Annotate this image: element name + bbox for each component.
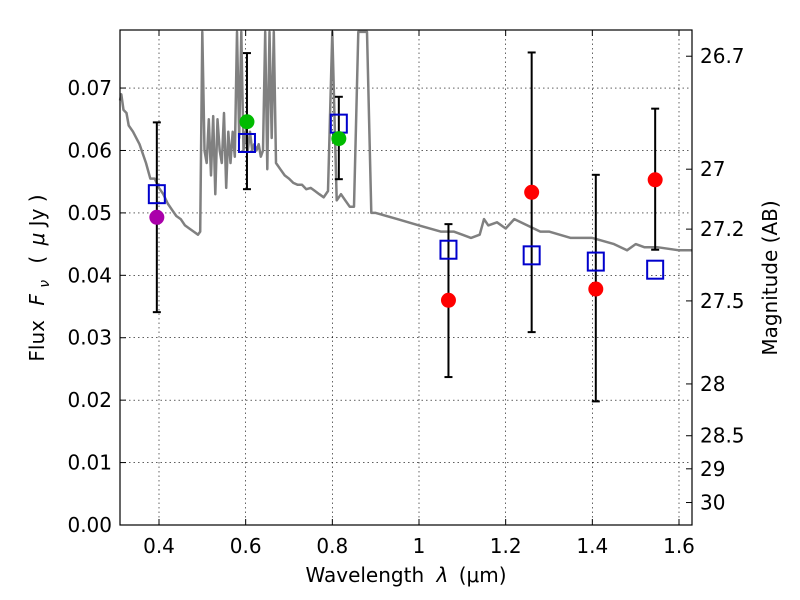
x-axis-label: Wavelength λ (μm) <box>305 563 506 587</box>
y2-tick-label: 27.2 <box>700 217 745 241</box>
y2-tick-label: 26.7 <box>700 44 745 68</box>
y-tick-label: 0.00 <box>67 513 112 537</box>
y2-axis-label: Magnitude (AB) <box>758 200 782 355</box>
error-bars <box>152 51 660 403</box>
x-tick-label: 1.2 <box>490 534 522 558</box>
y2-tick-label: 28.5 <box>700 424 745 448</box>
y-tick-label: 0.05 <box>67 201 112 225</box>
x-tick-label: 1 <box>413 534 426 558</box>
x-tick-label: 1.4 <box>576 534 608 558</box>
template-sed <box>118 30 692 252</box>
y2-tick-label: 29 <box>700 457 725 481</box>
photometry-point <box>331 131 347 147</box>
observed-photometry <box>149 114 663 308</box>
x-tick-label: 0.8 <box>316 534 348 558</box>
y-tick-label: 0.07 <box>67 76 112 100</box>
model-point <box>439 239 458 260</box>
y2-axis-ticks: 26.7 27 27.2 27.5 28 28.5 29 30 <box>686 44 745 515</box>
y-tick-label: 0.06 <box>67 138 112 162</box>
y-tick-label: 0.03 <box>67 326 112 350</box>
y-tick-label: 0.02 <box>67 388 112 412</box>
photometry-point <box>647 172 663 188</box>
photometry-point <box>239 114 255 130</box>
photometry-point <box>440 292 456 308</box>
model-point <box>522 245 541 266</box>
x-axis-ticks: 0.4 0.6 0.8 1 1.2 1.4 1.6 <box>143 30 695 558</box>
x-tick-label: 0.4 <box>143 534 175 558</box>
x-tick-label: 1.6 <box>663 534 695 558</box>
model-point <box>147 184 166 205</box>
photometry-point <box>588 281 604 297</box>
y2-tick-label: 28 <box>700 372 725 396</box>
x-tick-label: 0.6 <box>230 534 262 558</box>
model-point <box>646 259 665 280</box>
sed-line <box>118 30 692 252</box>
plot-frame <box>119 29 693 526</box>
model-point <box>237 132 256 153</box>
y-axis-label: Flux F ν ( μ Jy ) <box>25 194 54 361</box>
model-point <box>586 251 605 272</box>
y-axis-ticks: 0.00 0.01 0.02 0.03 0.04 0.05 0.06 0.07 <box>67 76 126 537</box>
grid <box>120 30 692 526</box>
y-tick-label: 0.04 <box>67 263 112 287</box>
y2-tick-label: 27.5 <box>700 289 745 313</box>
y-tick-label: 0.01 <box>67 451 112 475</box>
photometry-point <box>149 209 165 225</box>
photometry-point <box>524 184 540 200</box>
y2-tick-label: 30 <box>700 491 725 515</box>
y2-tick-label: 27 <box>700 157 725 181</box>
